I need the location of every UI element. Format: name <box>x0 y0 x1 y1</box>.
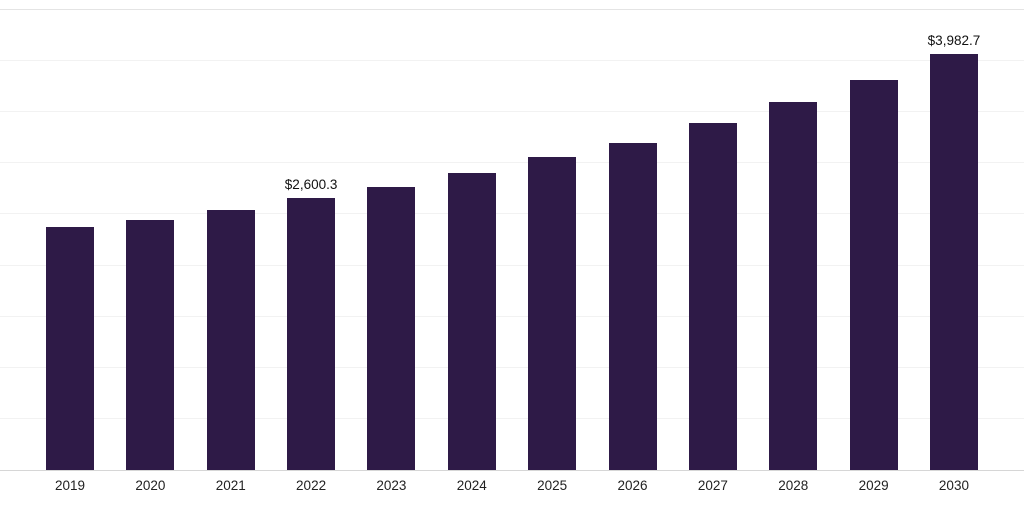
bar-2022 <box>287 198 336 470</box>
x-axis: 2019 2020 2021 2022 2023 2024 2025 2026 2027 2028… <box>0 478 1024 493</box>
bar-2024 <box>447 173 496 470</box>
data-label: $3,982.7 <box>927 32 981 48</box>
x-tick-label: 2019 <box>54 478 86 493</box>
bar-2021 <box>206 209 255 470</box>
plot-area: $2,600.3 $3,982.7 <box>0 9 1024 471</box>
x-tick-label: 2020 <box>135 478 166 493</box>
bars: $2,600.3 $3,982.7 <box>0 10 1024 470</box>
bar-2028 <box>769 102 818 470</box>
x-tick-label: 2030 <box>938 478 969 493</box>
bar-column <box>46 10 94 470</box>
bar-column <box>206 10 255 470</box>
bar-2020 <box>126 219 175 470</box>
bar-column <box>849 10 898 470</box>
bar-column <box>447 10 496 470</box>
x-tick-label: 2027 <box>697 478 728 493</box>
bar-column <box>367 10 416 470</box>
bar-2030 <box>929 53 978 470</box>
bar-column: $3,982.7 <box>927 10 981 470</box>
bar-2027 <box>688 122 737 470</box>
bar-2029 <box>849 80 898 470</box>
bar-column <box>608 10 657 470</box>
bar-column <box>528 10 577 470</box>
bar-2023 <box>367 186 416 470</box>
bar-2019 <box>46 227 94 470</box>
bar-2025 <box>528 157 577 470</box>
x-tick-label: 2026 <box>617 478 648 493</box>
x-tick-label: 2024 <box>456 478 487 493</box>
data-label: $2,600.3 <box>284 177 338 193</box>
bar-column <box>688 10 737 470</box>
bar-column: $2,600.3 <box>284 10 338 470</box>
bar-2026 <box>608 142 657 470</box>
x-tick-label: 2028 <box>778 478 809 493</box>
bar-column <box>769 10 818 470</box>
x-tick-label: 2022 <box>296 478 327 493</box>
x-tick-label: 2029 <box>858 478 889 493</box>
x-tick-label: 2025 <box>537 478 568 493</box>
x-tick-label: 2023 <box>376 478 407 493</box>
bar-column <box>126 10 175 470</box>
x-tick-label: 2021 <box>215 478 246 493</box>
